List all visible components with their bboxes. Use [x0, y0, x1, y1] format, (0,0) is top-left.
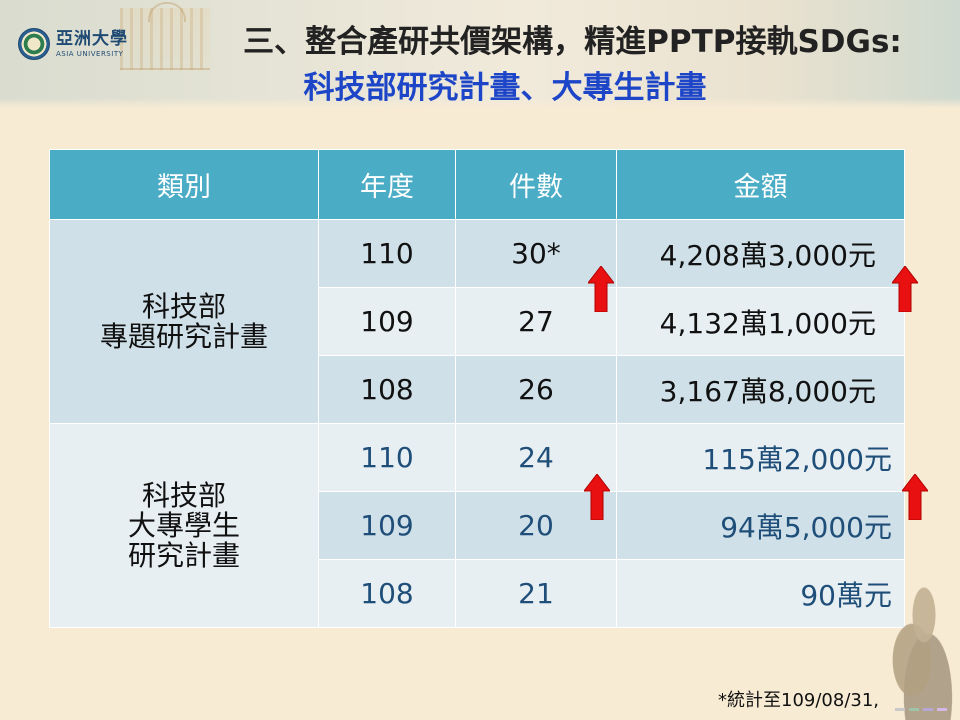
category-line: 研究計畫 [127, 538, 240, 572]
table-row: 109 20 94萬5,000元 [50, 491, 905, 560]
header-category: 類別 [49, 149, 319, 220]
category-cell-research-project: 科技部 專題研究計畫 [49, 219, 319, 424]
amount-cell: 3,167萬8,000元 [616, 355, 905, 424]
count-cell: 26 [455, 355, 617, 424]
statue-decoration [880, 570, 960, 720]
amount-cell: 115萬2,000元 [616, 423, 905, 492]
category-cell-student-project: 科技部 大專學生 研究計畫 [49, 423, 319, 628]
year-cell: 110 [318, 423, 456, 492]
amount-cell: 94萬5,000元 [616, 491, 905, 560]
header-count: 件數 [455, 149, 617, 220]
table-row: 108 21 90萬元 [50, 559, 905, 628]
footnote: *統計至109/08/31, [718, 690, 880, 711]
category-line: 科技部 [141, 478, 226, 512]
red-up-arrow-icon [584, 474, 610, 520]
table-row: 108 26 3,167萬8,000元 [50, 355, 905, 424]
year-cell: 109 [318, 287, 456, 356]
table-row: 科技部 專題研究計畫 110 30* 4,208萬3,000元 [49, 219, 905, 424]
year-cell: 108 [318, 355, 456, 424]
red-up-arrow-icon [588, 266, 614, 312]
amount-cell: 4,208萬3,000元 [616, 219, 905, 288]
campus-building-illustration [120, 2, 210, 70]
slide-subtitle: 科技部研究計畫、大專生計畫 [303, 70, 707, 106]
red-up-arrow-icon [892, 266, 918, 312]
slide-title: 三、整合產研共價架構，精進PPTP接軌SDGs: [243, 24, 902, 60]
red-up-arrow-icon [902, 474, 928, 520]
decorative-dashes [895, 708, 947, 711]
table-row: 科技部 大專學生 研究計畫 110 24 115萬2,000元 [49, 423, 905, 628]
amount-cell: 4,132萬1,000元 [616, 287, 905, 356]
table-row: 109 27 4,132萬1,000元 [50, 287, 905, 356]
logo-name-en: ASIA UNIVERSITY [56, 49, 124, 58]
year-cell: 110 [318, 219, 456, 288]
category-line: 大專學生 [127, 508, 240, 542]
funding-table: 類別 年度 件數 金額 科技部 專題研究計畫 110 30* 4,208萬3,0… [49, 149, 905, 628]
count-cell: 20 [455, 491, 617, 560]
count-cell: 27 [455, 287, 617, 356]
logo-name-cn: 亞洲大學 [56, 28, 128, 49]
university-logo: 亞洲大學 ASIA UNIVERSITY [18, 28, 128, 60]
amount-cell: 90萬元 [616, 559, 905, 628]
count-cell: 21 [455, 559, 617, 628]
year-cell: 108 [318, 559, 456, 628]
seal-icon [18, 28, 50, 60]
category-line: 專題研究計畫 [99, 319, 268, 353]
header-year: 年度 [318, 149, 456, 220]
year-cell: 109 [318, 491, 456, 560]
table-header-row: 類別 年度 件數 金額 [49, 149, 905, 220]
header-amount: 金額 [616, 149, 905, 220]
category-line: 科技部 [141, 289, 226, 323]
